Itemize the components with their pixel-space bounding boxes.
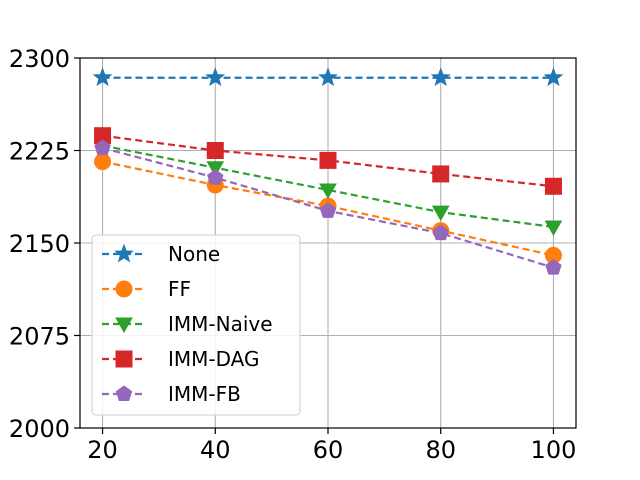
data-point: [318, 67, 338, 87]
data-point: [206, 142, 224, 159]
data-point: [206, 161, 225, 177]
y-tick-label: 2225: [9, 138, 70, 166]
data-point: [432, 224, 449, 241]
series-none: [92, 67, 564, 87]
data-point: [431, 205, 450, 222]
data-point: [430, 67, 451, 87]
x-tick-label: 60: [313, 436, 344, 464]
legend-label: FF: [168, 277, 191, 301]
legend-marker: [115, 385, 133, 401]
legend-marker: [115, 350, 133, 368]
x-tick-label: 80: [425, 436, 456, 464]
x-tick-label: 100: [531, 436, 577, 464]
data-point: [94, 153, 112, 171]
y-axis: 2000 2075 2150 2225 2300: [9, 45, 80, 443]
y-tick-label: 2075: [9, 323, 70, 351]
x-tick-label: 40: [200, 436, 231, 464]
data-point: [92, 67, 113, 87]
data-point: [319, 183, 337, 199]
legend-label: None: [168, 242, 220, 266]
series-layer: [92, 67, 564, 275]
x-axis: 20 40 60 80 100: [87, 428, 576, 464]
data-point: [432, 165, 450, 183]
data-point: [544, 220, 563, 236]
legend-label: IMM-FB: [168, 382, 241, 406]
data-point: [545, 259, 562, 275]
legend-marker: [115, 280, 133, 298]
series-imm-fb: [94, 139, 562, 275]
legend-item: None: [102, 242, 220, 266]
y-tick-label: 2300: [9, 45, 70, 73]
legend-item: IMM-FB: [102, 382, 241, 406]
legend-marker: [114, 243, 134, 263]
legend-item: IMM-Naive: [102, 312, 273, 336]
series-imm-dag: [94, 127, 562, 195]
y-tick-label: 2150: [9, 230, 70, 258]
series-imm-naive: [93, 139, 563, 236]
data-point: [207, 169, 224, 185]
data-point: [544, 177, 562, 195]
legend-label: IMM-DAG: [168, 347, 260, 371]
y-tick-label: 2000: [9, 415, 70, 443]
legend-box: [91, 234, 301, 416]
legend-marker: [115, 317, 133, 334]
legend: None FF IMM-Naive IMM-DAG IMM-FB: [91, 234, 301, 416]
data-point: [319, 151, 337, 169]
data-point: [319, 202, 337, 218]
legend-label: IMM-Naive: [168, 312, 273, 336]
data-point: [205, 67, 226, 87]
legend-item: FF: [102, 277, 191, 301]
x-tick-label: 20: [87, 436, 118, 464]
data-point: [543, 67, 564, 87]
legend-item: IMM-DAG: [102, 347, 260, 371]
data-point: [94, 139, 111, 156]
